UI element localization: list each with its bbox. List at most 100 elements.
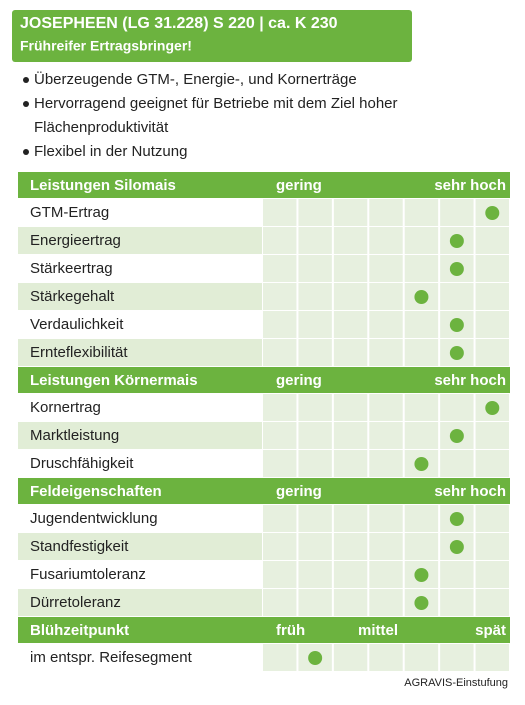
rating-cell — [333, 505, 368, 532]
row-label: Stärkeertrag — [30, 260, 113, 277]
rating-cell — [263, 422, 297, 449]
rating-cell — [369, 450, 403, 477]
rating-cell — [475, 533, 509, 560]
rating-cell — [298, 199, 332, 226]
rating-cell — [369, 339, 403, 366]
rating-cell — [263, 644, 297, 671]
rating-cell — [298, 589, 332, 616]
section-header — [18, 367, 510, 393]
section-header — [18, 617, 510, 643]
rating-cell — [369, 283, 403, 310]
section-title: Leistungen Körnermais — [30, 372, 198, 389]
rating-cell — [263, 311, 297, 338]
rating-cell — [333, 199, 368, 226]
rating-dot — [449, 262, 464, 276]
rating-cell — [298, 505, 332, 532]
rating-cell — [369, 644, 403, 671]
row-label-cell — [18, 255, 262, 282]
row-label-cell — [18, 339, 262, 366]
row-label-cell — [18, 199, 262, 226]
rating-cell — [440, 561, 474, 588]
row-label-cell — [18, 394, 262, 421]
scale-label: mittel — [358, 622, 398, 639]
row-label: Dürretoleranz — [30, 594, 121, 611]
section-header — [18, 172, 510, 198]
rating-cell — [263, 533, 297, 560]
rating-cell — [475, 644, 509, 671]
row-label-cell — [18, 283, 262, 310]
rating-cell — [333, 533, 368, 560]
row-label: Marktleistung — [30, 427, 119, 444]
rating-cell — [369, 199, 403, 226]
row-label-cell — [18, 561, 262, 588]
rating-cell — [333, 422, 368, 449]
scale-label: sehr hoch — [434, 483, 506, 500]
rating-cell — [333, 394, 368, 421]
rating-cell — [404, 422, 439, 449]
scale-label: früh — [276, 622, 305, 639]
rating-cell — [263, 283, 297, 310]
rating-cell — [263, 561, 297, 588]
rating-cell — [298, 561, 332, 588]
rating-cell — [333, 283, 368, 310]
scale-label: sehr hoch — [434, 372, 506, 389]
row-label: Verdaulichkeit — [30, 316, 124, 333]
rating-dot — [449, 318, 464, 332]
rating-dot — [414, 457, 429, 471]
rating-cell — [440, 589, 474, 616]
scale-label: gering — [276, 177, 322, 194]
rating-cell — [440, 450, 474, 477]
bullet-dot — [23, 77, 29, 83]
header-subtitle: Frühreifer Ertragsbringer! — [20, 38, 192, 54]
rating-cell — [475, 227, 509, 254]
row-label-cell — [18, 533, 262, 560]
row-label: Kornertrag — [30, 399, 101, 416]
rating-cell — [263, 450, 297, 477]
rating-dot — [485, 206, 500, 220]
rating-cell — [333, 311, 368, 338]
row-label-cell — [18, 589, 262, 616]
section-title: Blühzeitpunkt — [30, 622, 129, 639]
rating-cell — [404, 394, 439, 421]
rating-cell — [475, 589, 509, 616]
rating-cell — [298, 394, 332, 421]
row-label-cell — [18, 505, 262, 532]
rating-cell — [298, 422, 332, 449]
bullet-text: Flächenproduktivität — [34, 119, 169, 136]
rating-dot — [414, 290, 429, 304]
rating-dot — [414, 596, 429, 610]
rating-cell — [475, 422, 509, 449]
rating-cell — [369, 533, 403, 560]
rating-cell — [298, 227, 332, 254]
rating-cell — [298, 311, 332, 338]
bullet-dot — [23, 101, 29, 107]
row-label: Ernteflexibilität — [30, 344, 128, 361]
rating-cell — [475, 339, 509, 366]
rating-cell — [298, 533, 332, 560]
row-label-cell — [18, 644, 262, 671]
rating-dot — [308, 651, 323, 665]
rating-cell — [263, 589, 297, 616]
rating-cell — [263, 339, 297, 366]
rating-dot — [449, 234, 464, 248]
bullet-text: Überzeugende GTM-, Energie-, und Kornert… — [34, 70, 357, 88]
rating-cell — [475, 561, 509, 588]
rating-dot — [485, 401, 500, 415]
rating-cell — [369, 311, 403, 338]
row-label: Fusariumtoleranz — [30, 566, 146, 583]
row-label: Druschfähigkeit — [30, 455, 134, 472]
row-label: GTM-Ertrag — [30, 204, 109, 221]
rating-cell — [298, 339, 332, 366]
rating-cell — [263, 227, 297, 254]
header-title: JOSEPHEEN (LG 31.228) S 220 | ca. K 230 — [20, 15, 338, 32]
rating-cell — [333, 339, 368, 366]
row-label-cell — [18, 227, 262, 254]
rating-cell — [369, 589, 403, 616]
rating-cell — [298, 283, 332, 310]
header-box — [12, 10, 412, 62]
rating-cell — [333, 561, 368, 588]
rating-cell — [369, 505, 403, 532]
rating-cell — [263, 505, 297, 532]
row-label: Energieertrag — [30, 232, 121, 249]
rating-cell — [475, 255, 509, 282]
